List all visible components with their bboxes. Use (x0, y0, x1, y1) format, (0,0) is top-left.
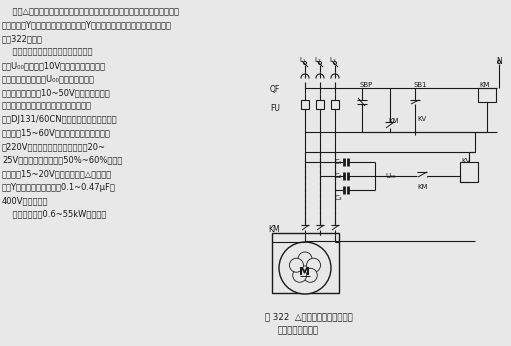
Circle shape (293, 268, 307, 282)
Text: 400V的电容器。: 400V的电容器。 (2, 196, 49, 205)
Text: 定电压取15~20V。如电动机为△联结，其: 定电压取15~20V。如电动机为△联结，其 (2, 169, 112, 178)
Text: 如图322所示。: 如图322所示。 (2, 34, 43, 43)
Text: 选用DJ131/60CN型电压继电器（其动作电: 选用DJ131/60CN型电压继电器（其动作电 (2, 115, 118, 124)
Text: KV: KV (417, 116, 426, 122)
Text: 本电路适用于0.6~55kW电动机。: 本电路适用于0.6~55kW电动机。 (2, 209, 106, 219)
Circle shape (307, 258, 320, 272)
Text: C₃: C₃ (335, 195, 342, 201)
Text: L₁: L₁ (299, 57, 306, 63)
Text: KM: KM (479, 82, 490, 88)
Text: 图 322  △联结电动机断相用电压: 图 322 △联结电动机断相用电压 (265, 312, 353, 321)
Text: 电压U₀₀一般小于10V。电动机负载运行中: 电压U₀₀一般小于10V。电动机负载运行中 (2, 61, 106, 70)
Text: 人为Y形的阻抗元件可选用0.1~0.47μF、: 人为Y形的阻抗元件可选用0.1~0.47μF、 (2, 182, 116, 191)
Circle shape (289, 258, 304, 272)
Text: C₁: C₁ (335, 159, 342, 165)
Text: 电动机三相电源正常运行时，中性点: 电动机三相电源正常运行时，中性点 (2, 47, 92, 56)
Text: KM: KM (388, 118, 399, 124)
Bar (331, 100, 339, 109)
Text: M: M (299, 267, 311, 277)
Text: 压愈高，但与电动机的容量关系不大。如: 压愈高，但与电动机的容量关系不大。如 (2, 101, 92, 110)
Text: FU: FU (270, 104, 280, 113)
Text: QF: QF (270, 85, 280, 94)
Text: KM: KM (417, 184, 428, 190)
Text: U₀₀: U₀₀ (385, 173, 396, 179)
Text: 对于△联结的电动机，必须做一个人为中性点，即用三个等值的电容（阻抗: 对于△联结的电动机，必须做一个人为中性点，即用三个等值的电容（阻抗 (2, 7, 179, 16)
Circle shape (304, 268, 317, 282)
Bar (301, 100, 309, 109)
Text: L₃: L₃ (330, 57, 336, 63)
Text: C₂: C₂ (335, 173, 342, 179)
Text: 压220V），调整动作电压可整定在20~: 压220V），调整动作电压可整定在20~ (2, 142, 106, 151)
Text: N: N (496, 57, 502, 66)
Text: 关，其变化范围为10~50V，负载愈重，电: 关，其变化范围为10~50V，负载愈重，电 (2, 88, 111, 97)
Text: L₂: L₂ (315, 57, 321, 63)
Bar (460, 162, 478, 182)
Circle shape (298, 252, 312, 266)
Text: 继电器保护电路图: 继电器保护电路图 (278, 326, 319, 335)
Text: 元件）接成Y形与电动机并联，在这个Y形的中点，接上继电器等保护元件，: 元件）接成Y形与电动机并联，在这个Y形的中点，接上继电器等保护元件， (2, 20, 172, 29)
Text: KV: KV (461, 158, 470, 164)
Text: 断相时，中性点电压U₀₀的大小与负载有: 断相时，中性点电压U₀₀的大小与负载有 (2, 74, 95, 83)
Text: KM: KM (268, 225, 280, 234)
Text: SBP: SBP (360, 82, 373, 88)
Text: SB1: SB1 (413, 82, 427, 88)
Text: 25V；如电动机负载低于50%~60%时，整: 25V；如电动机负载低于50%~60%时，整 (2, 155, 122, 164)
Bar (272, 233, 339, 293)
Bar (478, 88, 496, 102)
Bar (316, 100, 324, 109)
Circle shape (279, 242, 331, 294)
Text: 压范围为15~60V，线圈串联，长期允许电: 压范围为15~60V，线圈串联，长期允许电 (2, 128, 111, 137)
